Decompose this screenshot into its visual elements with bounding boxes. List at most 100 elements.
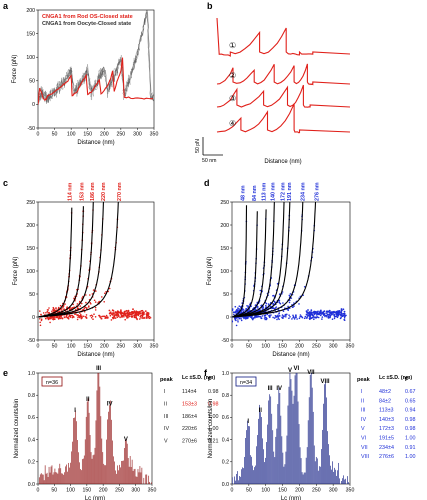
table-cell-p: 0.67	[405, 389, 416, 395]
data-point	[94, 316, 97, 318]
y-tick-label: 0	[226, 315, 229, 321]
table-cell-lc: 191±5	[379, 436, 394, 442]
y-tick-label: 50	[29, 292, 35, 298]
data-point	[303, 286, 306, 288]
data-point	[276, 318, 278, 321]
data-point	[135, 316, 138, 318]
data-point	[313, 310, 315, 313]
data-point	[309, 312, 311, 315]
data-point	[149, 317, 152, 319]
histogram-bar	[136, 476, 138, 484]
data-point	[278, 318, 280, 321]
histogram-bars-f	[232, 373, 349, 484]
data-point	[132, 311, 135, 314]
data-point	[235, 309, 238, 311]
table-cell-p: 1.00	[208, 414, 219, 420]
y-tick-label: 0	[32, 315, 35, 321]
histogram-bar	[324, 384, 325, 484]
histogram-bar	[48, 466, 50, 484]
data-point	[40, 313, 42, 316]
data-point	[235, 310, 237, 312]
scalebar-y-label: 50 pN	[195, 139, 201, 153]
data-point	[299, 316, 301, 318]
data-point	[260, 317, 263, 320]
data-point	[116, 314, 118, 317]
histogram-bar	[122, 460, 123, 484]
data-point	[112, 309, 115, 312]
x-tick-label: 100	[261, 344, 270, 350]
histogram-bar	[321, 449, 322, 484]
histogram-bar	[319, 466, 321, 484]
histogram-bar	[134, 468, 136, 484]
histogram-bar	[299, 447, 301, 484]
data-point	[323, 310, 326, 313]
data-point	[48, 318, 50, 320]
data-point	[261, 308, 264, 310]
data-point	[134, 311, 137, 314]
histogram-bar	[310, 373, 312, 484]
peak-label: V	[288, 368, 292, 374]
histogram-bar	[252, 465, 253, 484]
data-point	[309, 318, 311, 320]
data-point	[59, 304, 62, 307]
x-tick-label: 100	[67, 344, 76, 350]
data-point	[288, 317, 290, 320]
data-point	[113, 314, 116, 316]
data-point	[81, 315, 83, 318]
data-point	[235, 317, 237, 319]
histogram-bar	[113, 456, 114, 484]
contour-length-label: 153 nm	[80, 182, 86, 201]
histogram-bars-e	[38, 373, 152, 484]
contour-length-label: 172 nm	[281, 182, 287, 201]
histogram-bar	[297, 401, 299, 484]
data-point	[40, 319, 43, 322]
data-point	[46, 310, 49, 313]
data-point	[320, 309, 322, 312]
x-tick-label: 100	[67, 132, 76, 138]
data-point	[274, 307, 277, 309]
x-tick-label: 350	[150, 344, 159, 350]
wlc-fits-c	[38, 202, 119, 318]
histogram-bar	[250, 455, 251, 484]
data-point	[48, 307, 50, 309]
x-tick-label: 50	[51, 488, 57, 494]
data-point	[240, 318, 242, 320]
data-point	[254, 304, 257, 306]
x-tick-label: 300	[329, 488, 338, 494]
data-point	[289, 293, 292, 295]
data-point	[237, 307, 239, 309]
oocyte-trace	[38, 11, 154, 106]
data-point	[288, 294, 291, 297]
data-point	[82, 315, 85, 318]
data-point	[51, 318, 54, 320]
histogram-bar	[40, 473, 42, 484]
histogram-bar	[344, 479, 345, 484]
data-point	[104, 292, 106, 295]
data-point	[237, 319, 239, 321]
data-point	[319, 312, 322, 315]
data-point	[313, 318, 315, 321]
histogram-bar	[328, 444, 329, 484]
histogram-bar	[52, 474, 54, 484]
peak-label: II	[86, 397, 90, 403]
data-point	[269, 305, 272, 308]
x-tick-label: 250	[117, 132, 126, 138]
data-point	[111, 316, 114, 319]
x-tick-label: 350	[346, 488, 355, 494]
y-tick-label: 100	[220, 269, 229, 275]
peak-label: I	[247, 419, 249, 425]
n-label-e: n=36	[41, 376, 63, 387]
histogram-bar	[58, 468, 60, 484]
data-point	[110, 319, 113, 321]
data-point	[317, 316, 320, 319]
n-label-box	[41, 376, 63, 387]
x-axis-label: Lc (nm)	[281, 496, 301, 500]
histogram-bar	[41, 474, 43, 484]
histogram-bar	[338, 462, 339, 484]
histogram-bar	[294, 375, 296, 484]
data-point	[340, 313, 343, 315]
data-point	[237, 321, 239, 323]
data-point	[127, 314, 130, 317]
table-cell-peak: II	[164, 401, 167, 407]
histogram-bar	[335, 469, 336, 484]
